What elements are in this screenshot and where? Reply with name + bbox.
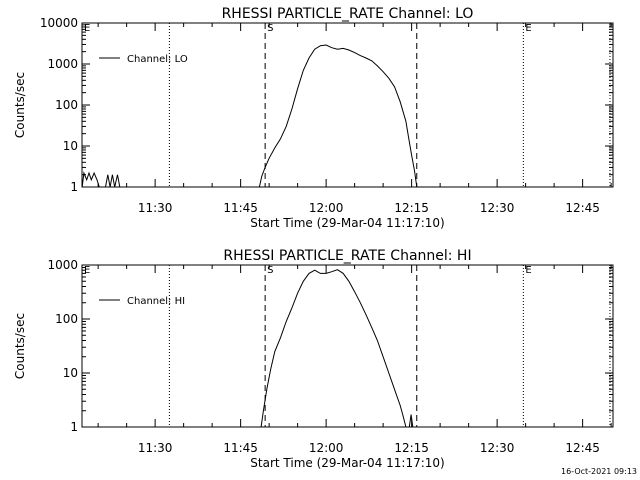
marker-label: E: [84, 265, 90, 276]
y-tick-label: 1: [70, 180, 78, 194]
series-line: [81, 171, 102, 188]
y-tick-label: 10: [63, 366, 78, 380]
marker-label: E: [84, 23, 90, 34]
x-axis-label: Start Time (29-Mar-04 11:17:10): [250, 456, 444, 470]
chart-title: RHESSI PARTICLE_RATE Channel: HI: [223, 248, 471, 264]
x-tick-label: 12:15: [394, 201, 429, 215]
x-tick-label: 12:30: [480, 441, 515, 455]
x-axis-label: Start Time (29-Mar-04 11:17:10): [250, 216, 444, 230]
y-axis-label: Counts/sec: [13, 313, 27, 379]
chart-title: RHESSI PARTICLE_RATE Channel: LO: [222, 6, 474, 22]
x-tick-label: 12:45: [565, 441, 600, 455]
x-tick-label: 12:00: [309, 441, 344, 455]
y-axis-label: Counts/sec: [13, 72, 27, 138]
x-tick-label: 11:30: [138, 441, 173, 455]
footer-timestamp: 16-Oct-2021 09:13: [561, 467, 637, 476]
y-tick-label: 1: [70, 420, 78, 434]
x-tick-label: 11:30: [138, 201, 173, 215]
series-line: [258, 44, 418, 188]
x-tick-label: 12:45: [565, 201, 600, 215]
legend-label: Channel: HI: [127, 296, 185, 307]
x-tick-label: 11:45: [223, 441, 258, 455]
series-line: [408, 414, 414, 428]
y-tick-label: 100: [55, 98, 78, 112]
panel-lo: RHESSI PARTICLE_RATE Channel: LO E S E 11:30…: [13, 6, 614, 230]
y-tick-label: 1000: [47, 57, 78, 71]
series-line: [260, 269, 407, 428]
legend-label: Channel: LO: [127, 54, 188, 65]
x-tick-label: 11:45: [223, 201, 258, 215]
x-tick-label: 12:30: [480, 201, 515, 215]
x-tick-label: 12:15: [394, 441, 429, 455]
y-tick-label: 100: [55, 312, 78, 326]
series-line: [105, 174, 121, 188]
panel-hi: RHESSI PARTICLE_RATE Channel: HI E S E 11:30…: [13, 248, 614, 470]
plot-frame: [81, 264, 614, 428]
marker-label: S: [267, 265, 273, 276]
y-tick-label: 10000: [40, 16, 78, 30]
x-tick-label: 12:00: [309, 201, 344, 215]
y-tick-label: 10: [63, 139, 78, 153]
y-tick-label: 1000: [47, 258, 78, 272]
marker-label: S: [267, 23, 273, 34]
marker-label: E: [525, 23, 531, 34]
marker-label: E: [525, 265, 531, 276]
